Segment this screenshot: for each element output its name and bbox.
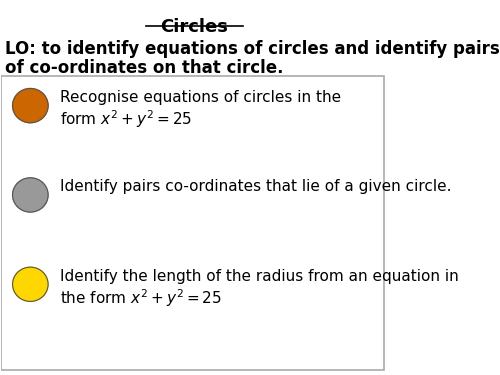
Circle shape — [12, 267, 48, 302]
Text: Identify the length of the radius from an equation in: Identify the length of the radius from a… — [60, 268, 459, 284]
Text: the form $x^2 + y^2 = 25$: the form $x^2 + y^2 = 25$ — [60, 287, 222, 309]
Circle shape — [12, 88, 48, 123]
Text: of co-ordinates on that circle.: of co-ordinates on that circle. — [5, 59, 283, 77]
Text: LO: to identify equations of circles and identify pairs: LO: to identify equations of circles and… — [5, 40, 500, 58]
Text: form $x^2 + y^2 = 25$: form $x^2 + y^2 = 25$ — [60, 108, 192, 130]
Text: Circles: Circles — [160, 18, 228, 36]
Text: Recognise equations of circles in the: Recognise equations of circles in the — [60, 90, 342, 105]
FancyBboxPatch shape — [2, 76, 384, 370]
Circle shape — [12, 178, 48, 212]
Text: Identify pairs co-ordinates that lie of a given circle.: Identify pairs co-ordinates that lie of … — [60, 179, 452, 194]
